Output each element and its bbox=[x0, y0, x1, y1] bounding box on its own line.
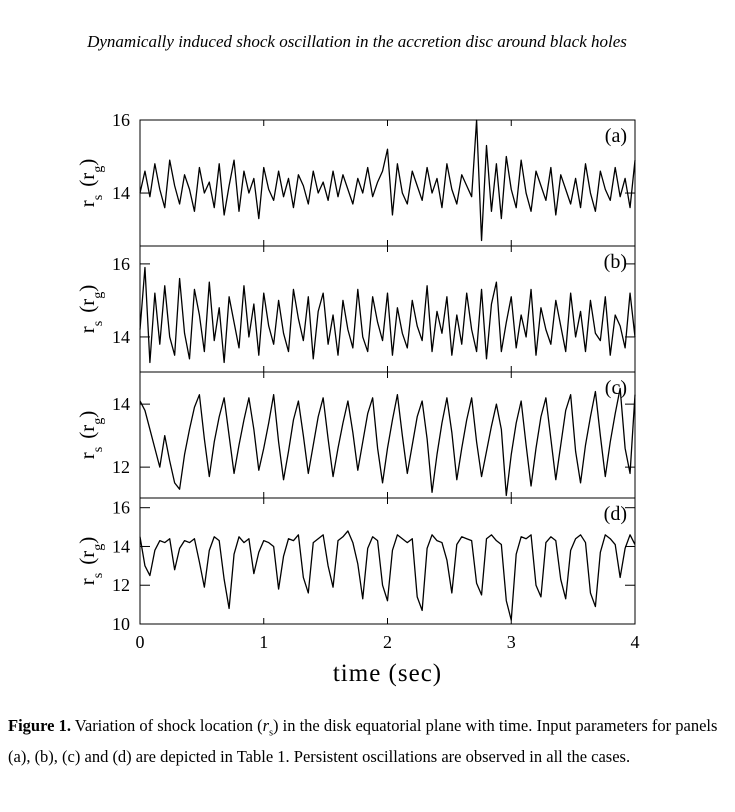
y-axis-label: rs (rg) bbox=[75, 159, 106, 207]
x-tick-label: 1 bbox=[259, 632, 268, 652]
x-tick-label: 3 bbox=[507, 632, 516, 652]
y-tick-label: 16 bbox=[112, 110, 130, 130]
panel-label: (c) bbox=[605, 377, 627, 399]
y-axis-label-part: (r bbox=[75, 551, 99, 565]
panel-label: (a) bbox=[605, 125, 627, 147]
y-axis-label-part: g bbox=[91, 292, 106, 299]
y-axis-label-part: ) bbox=[75, 285, 99, 292]
y-tick-label: 12 bbox=[112, 575, 130, 595]
y-axis-label-part: ) bbox=[75, 411, 99, 418]
series-line bbox=[139, 266, 636, 364]
figure-caption: Figure 1. Variation of shock location (r… bbox=[8, 714, 728, 769]
y-axis-label: rs (rg) bbox=[75, 411, 106, 459]
y-axis-label-part: r bbox=[75, 200, 99, 207]
y-axis-label-part: s bbox=[91, 573, 106, 578]
figure: Dynamically induced shock oscillation in… bbox=[75, 32, 640, 687]
y-axis-label-part: (r bbox=[75, 173, 99, 187]
caption-text: ) in the disk equatorial plane with time… bbox=[8, 716, 718, 767]
y-tick-label: 16 bbox=[112, 498, 130, 518]
y-axis-label-part: g bbox=[91, 418, 106, 425]
panel-frame bbox=[139, 371, 636, 499]
panel-frame bbox=[139, 245, 636, 373]
running-title: Dynamically induced shock oscillation in… bbox=[86, 32, 627, 51]
y-axis-label-part: r bbox=[75, 326, 99, 333]
caption-symbol: r bbox=[262, 716, 270, 735]
y-axis-label-part: ) bbox=[75, 159, 99, 166]
panel-label: (d) bbox=[604, 503, 627, 525]
y-axis-label: rs (rg) bbox=[75, 537, 106, 585]
y-axis-label-part: g bbox=[91, 544, 106, 551]
y-axis-label-part: (r bbox=[75, 299, 99, 313]
panel-frame bbox=[139, 119, 636, 247]
panel-label: (b) bbox=[604, 251, 627, 273]
y-axis-label-part: r bbox=[75, 452, 99, 459]
y-tick-label: 14 bbox=[112, 183, 130, 203]
series-line bbox=[139, 119, 636, 242]
y-axis-label: rs (rg) bbox=[75, 285, 106, 333]
y-tick-label: 16 bbox=[112, 254, 130, 274]
caption-text: Variation of shock location ( bbox=[74, 716, 263, 735]
caption-subscript: s bbox=[269, 727, 273, 739]
series-line bbox=[139, 530, 636, 621]
y-tick-label: 10 bbox=[112, 614, 130, 634]
y-tick-label: 14 bbox=[112, 327, 130, 347]
caption-label: Figure 1. bbox=[8, 716, 71, 735]
y-axis-label-part: s bbox=[91, 195, 106, 200]
y-tick-label: 14 bbox=[112, 394, 130, 414]
x-tick-label: 2 bbox=[383, 632, 392, 652]
y-axis-label-part: ) bbox=[75, 537, 99, 544]
panel-frame bbox=[139, 497, 636, 625]
y-axis-label-part: s bbox=[91, 447, 106, 452]
x-axis-label: time (sec) bbox=[333, 660, 442, 687]
series-line bbox=[139, 387, 636, 497]
x-tick-label: 0 bbox=[136, 632, 145, 652]
y-tick-label: 14 bbox=[112, 536, 130, 556]
y-axis-label-part: (r bbox=[75, 425, 99, 439]
y-axis-label-part: g bbox=[91, 166, 106, 173]
x-tick-label: 4 bbox=[631, 632, 640, 652]
y-axis-label-part: s bbox=[91, 321, 106, 326]
y-tick-label: 12 bbox=[112, 457, 130, 477]
y-axis-label-part: r bbox=[75, 578, 99, 585]
